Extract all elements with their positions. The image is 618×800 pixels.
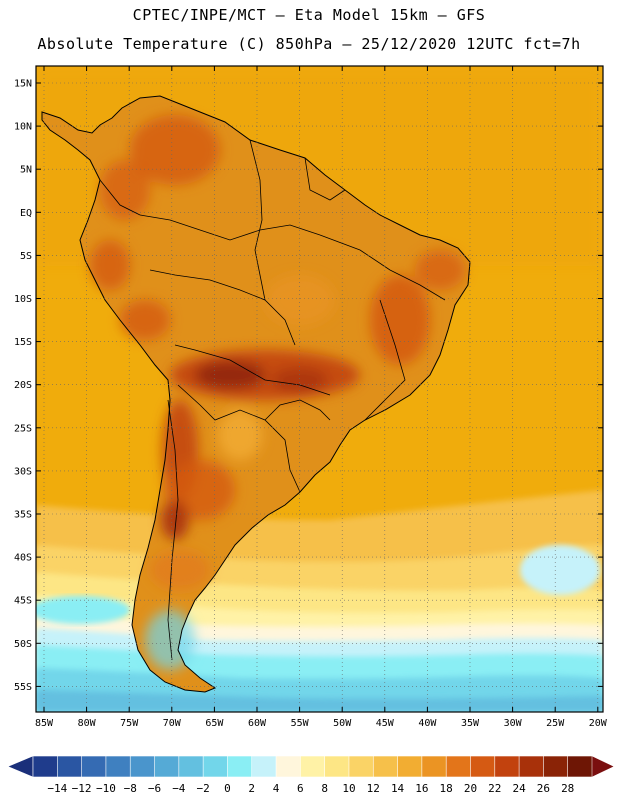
colorbar-label: 26 bbox=[537, 782, 550, 795]
lat-tick-label: 45S bbox=[14, 596, 32, 607]
colorbar-label: 22 bbox=[488, 782, 501, 795]
lon-tick-label: 40W bbox=[418, 718, 437, 729]
lat-tick-label: 10S bbox=[14, 294, 32, 305]
colorbar-swatch bbox=[178, 755, 204, 778]
colorbar-label: −12 bbox=[72, 782, 92, 795]
colorbar-swatch bbox=[421, 755, 447, 778]
map-field bbox=[36, 66, 603, 712]
lat-tick-label: 5N bbox=[20, 165, 32, 176]
colorbar-swatch bbox=[494, 755, 520, 778]
map-subtitle: Absolute Temperature (C) 850hPa – 25/12/… bbox=[37, 35, 581, 53]
colorbar-label: 16 bbox=[415, 782, 428, 795]
colorbar-swatch bbox=[518, 755, 544, 778]
colorbar-label: 6 bbox=[297, 782, 304, 795]
colorbar-label: 18 bbox=[440, 782, 453, 795]
lon-tick-label: 20W bbox=[589, 718, 608, 729]
lon-tick-label: 50W bbox=[333, 718, 352, 729]
colorbar-swatch bbox=[397, 755, 423, 778]
map-title: CPTEC/INPE/MCT – Eta Model 15km – GFS bbox=[132, 6, 486, 24]
colorbar-label: 4 bbox=[273, 782, 280, 795]
lat-tick-label: 25S bbox=[14, 423, 32, 434]
colorbar-swatch bbox=[154, 755, 180, 778]
colorbar-label: −6 bbox=[148, 782, 161, 795]
lon-tick-label: 25W bbox=[546, 718, 565, 729]
lon-tick-label: 45W bbox=[376, 718, 395, 729]
colorbar-label: −8 bbox=[124, 782, 137, 795]
grid-lines bbox=[36, 66, 603, 712]
colorbar-label: 28 bbox=[561, 782, 574, 795]
lon-tick-label: 80W bbox=[78, 718, 97, 729]
colorbar-swatch bbox=[372, 755, 399, 778]
colorbar-swatch bbox=[470, 755, 496, 778]
colorbar-label: −14 bbox=[47, 782, 67, 795]
colorbar-swatch bbox=[543, 755, 569, 778]
lon-tick-label: 60W bbox=[248, 718, 267, 729]
colorbar-swatch bbox=[567, 755, 593, 778]
lon-tick-label: 35W bbox=[461, 718, 480, 729]
colorbar-swatch bbox=[275, 755, 301, 778]
colorbar-label: 24 bbox=[512, 782, 526, 795]
warm-patches bbox=[90, 115, 465, 670]
lon-tick-label: 55W bbox=[291, 718, 310, 729]
lat-tick-label: 55S bbox=[14, 682, 32, 693]
colorbar-label: 12 bbox=[367, 782, 380, 795]
country-borders bbox=[99, 139, 446, 661]
lon-tick-label: 85W bbox=[35, 718, 54, 729]
colorbar-swatch bbox=[324, 755, 350, 778]
lat-tick-label: 10N bbox=[14, 122, 32, 133]
colorbar-label: 20 bbox=[464, 782, 477, 795]
longitude-axis: 85W 80W 75W 70W 65W 60W 55W 50W 45W 40W 35W 30W 25W 2… bbox=[35, 66, 608, 729]
lon-tick-label: 75W bbox=[120, 718, 139, 729]
lat-tick-label: EQ bbox=[20, 208, 32, 219]
colorbar-label: 14 bbox=[391, 782, 405, 795]
colorbar-label: 0 bbox=[224, 782, 231, 795]
colorbar-swatch bbox=[227, 755, 253, 778]
lat-tick-label: 30S bbox=[14, 466, 32, 477]
colorbar-swatch bbox=[81, 755, 107, 778]
colorbar-swatch bbox=[57, 755, 83, 778]
lon-tick-label: 70W bbox=[163, 718, 182, 729]
colorbar-label: −10 bbox=[96, 782, 116, 795]
map-frame bbox=[35, 65, 604, 713]
coastline bbox=[41, 95, 471, 693]
colorbar-swatch bbox=[32, 755, 58, 778]
colorbar-label: 8 bbox=[321, 782, 328, 795]
lat-tick-label: 5S bbox=[20, 251, 32, 262]
colorbar-swatch bbox=[300, 755, 326, 778]
colorbar-high-arrow bbox=[591, 755, 615, 778]
colorbar-label: 2 bbox=[248, 782, 255, 795]
lat-tick-label: 20S bbox=[14, 380, 32, 391]
colorbar: −14 −12 −10 −8 −6 −4 −2 0 2 4 6 8 10 12 14 16 18 20 22 24 26… bbox=[7, 755, 615, 795]
colorbar-swatch bbox=[202, 755, 229, 778]
cool-patch-east bbox=[520, 545, 600, 595]
colorbar-swatch bbox=[348, 755, 374, 778]
colorbar-low-arrow bbox=[7, 755, 34, 778]
lat-tick-label: 15N bbox=[14, 79, 32, 90]
colorbar-swatch bbox=[251, 755, 277, 778]
lat-tick-label: 40S bbox=[14, 553, 32, 564]
colorbar-label: 10 bbox=[342, 782, 355, 795]
lon-tick-label: 30W bbox=[504, 718, 523, 729]
lat-tick-label: 50S bbox=[14, 639, 32, 650]
cool-patch-west bbox=[36, 596, 130, 624]
latitude-axis: 15N 10N 5N EQ 5S 10S 15S 20S 25S 30S 35S 40S 45S 50S 5… bbox=[14, 79, 603, 693]
band-0 bbox=[36, 690, 603, 712]
lon-tick-label: 65W bbox=[205, 718, 224, 729]
lat-tick-label: 15S bbox=[14, 337, 32, 348]
colorbar-label: −4 bbox=[172, 782, 186, 795]
colorbar-swatch bbox=[129, 755, 156, 778]
lat-tick-label: 35S bbox=[14, 510, 32, 521]
colorbar-swatch bbox=[445, 755, 472, 778]
colorbar-swatch bbox=[105, 755, 131, 778]
colorbar-label: −2 bbox=[197, 782, 210, 795]
